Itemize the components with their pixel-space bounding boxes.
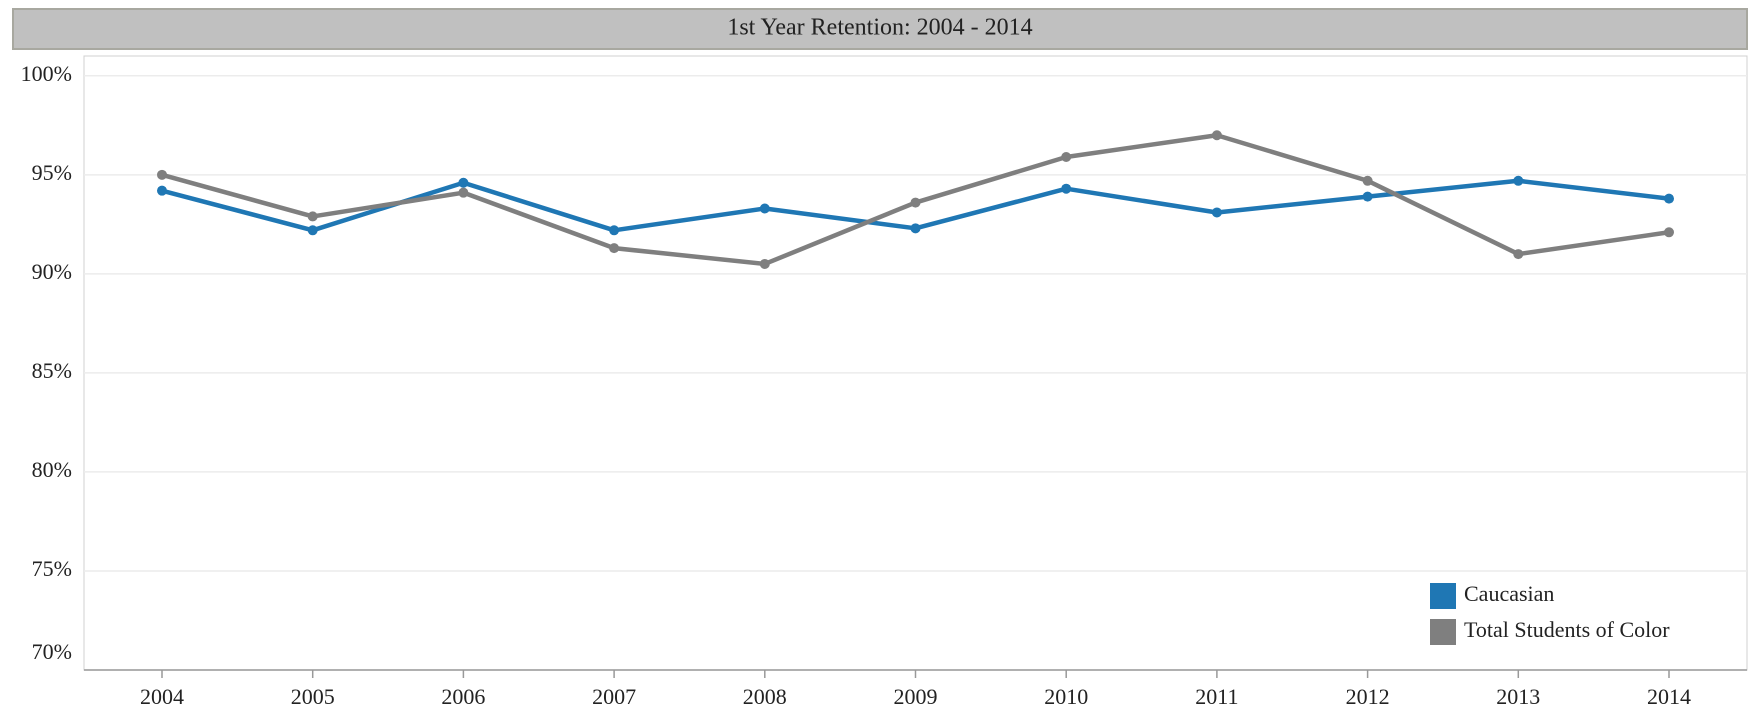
x-tick-label: 2006: [441, 684, 485, 709]
point: [1211, 207, 1222, 218]
point: [1664, 193, 1674, 204]
point: [1664, 227, 1674, 238]
legend-label: Total Students of Color: [1464, 617, 1670, 642]
plot-frame: [83, 55, 1748, 671]
point: [609, 225, 620, 236]
point: [157, 185, 167, 196]
point: [458, 177, 469, 188]
point: [1362, 191, 1373, 202]
title-bar: [12, 8, 1748, 50]
x-tick-label: 2011: [1195, 684, 1238, 709]
y-tick-label: 80%: [32, 457, 72, 482]
point: [157, 169, 167, 180]
point: [307, 225, 318, 236]
x-tick-label: 2008: [743, 684, 787, 709]
y-tick-label: 90%: [32, 259, 72, 284]
point: [910, 223, 921, 234]
legend-label: Caucasian: [1464, 581, 1554, 606]
point: [1362, 175, 1373, 186]
y-tick-label: 75%: [32, 556, 72, 581]
x-tick-label: 2004: [140, 684, 184, 709]
point: [910, 197, 921, 208]
point: [1061, 152, 1072, 163]
y-tick-label: 95%: [32, 160, 72, 185]
x-tick-label: 2014: [1647, 684, 1691, 709]
x-tick-label: 2013: [1496, 684, 1540, 709]
x-tick-label: 2012: [1346, 684, 1390, 709]
point: [1513, 249, 1524, 260]
point: [1061, 183, 1072, 194]
x-tick-label: 2010: [1044, 684, 1088, 709]
y-tick-label: 70%: [32, 639, 72, 664]
chart-title: 1st Year Retention: 2004 - 2014: [727, 15, 1032, 41]
point: [458, 187, 469, 198]
y-tick-label: 85%: [32, 358, 72, 383]
x-tick-label: 2005: [291, 684, 335, 709]
point: [759, 258, 770, 269]
point: [609, 243, 620, 254]
point: [1513, 175, 1524, 186]
x-tick-label: 2009: [894, 684, 938, 709]
legend-swatch: [1430, 583, 1456, 609]
y-tick-label: 100%: [21, 61, 72, 86]
point: [1211, 130, 1222, 141]
point: [759, 203, 770, 214]
legend-swatch: [1430, 619, 1456, 645]
x-tick-label: 2007: [592, 684, 636, 709]
point: [307, 211, 318, 222]
